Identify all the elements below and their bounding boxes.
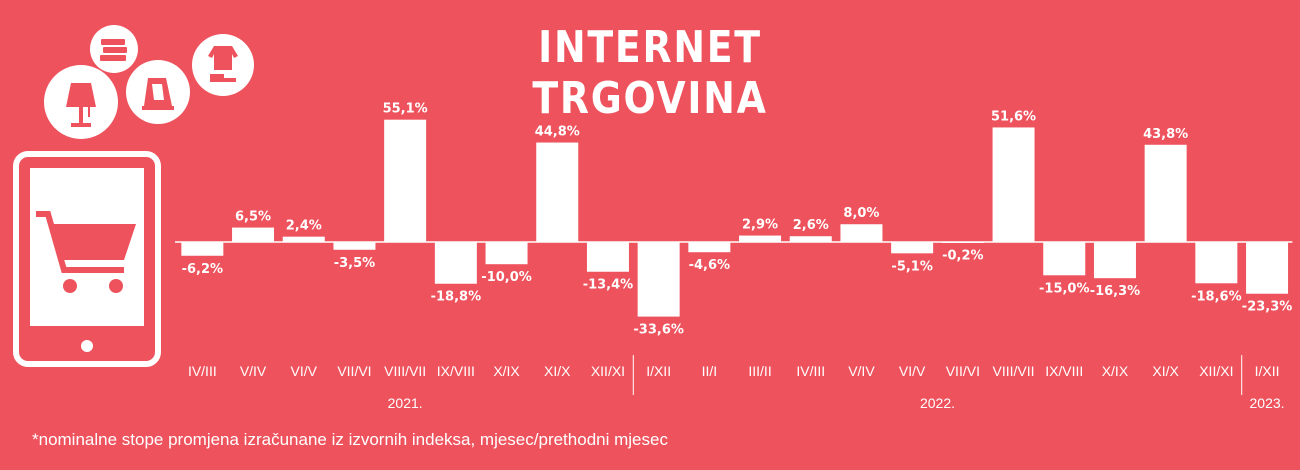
data-label: -13,4% <box>583 278 634 293</box>
x-tick-label: I/XII <box>646 363 671 379</box>
bar <box>840 224 883 242</box>
year-label: 2022. <box>920 395 955 411</box>
data-label: 8,0% <box>843 206 879 221</box>
bar <box>941 242 984 243</box>
bar <box>181 242 224 256</box>
data-label: -5,1% <box>891 259 932 274</box>
bar <box>637 242 680 317</box>
bar <box>789 236 832 242</box>
bar <box>1246 242 1289 294</box>
data-label: 51,6% <box>991 109 1036 124</box>
data-label: -3,5% <box>334 256 375 271</box>
bar <box>536 142 579 242</box>
bar <box>384 119 427 242</box>
x-tick-label: XII/XI <box>591 363 625 379</box>
data-label: -4,6% <box>689 258 730 273</box>
bar <box>485 242 528 265</box>
x-tick-label: V/IV <box>848 363 875 379</box>
footnote: *nominalne stope promjena izračunane iz … <box>32 430 668 449</box>
lamp-icon <box>44 65 118 139</box>
data-label: 44,8% <box>535 125 580 140</box>
x-tick-label: X/IX <box>1102 363 1129 379</box>
data-label: -15,0% <box>1039 281 1090 296</box>
data-label: 6,5% <box>235 210 271 225</box>
data-label: 55,1% <box>383 102 428 117</box>
bar <box>891 242 934 254</box>
bar <box>1043 242 1086 276</box>
clothes-icon <box>192 34 254 96</box>
bar <box>333 242 376 250</box>
data-label: -0,2% <box>942 248 983 263</box>
x-tick-label: I/XII <box>1255 363 1280 379</box>
bar <box>1144 144 1187 242</box>
books-icon <box>90 25 138 73</box>
tablet-icon <box>13 151 161 367</box>
x-tick-label: VII/VI <box>946 363 980 379</box>
bar <box>1195 242 1238 284</box>
x-tick-label: XII/XI <box>1199 363 1233 379</box>
year-label: 2021. <box>388 395 423 411</box>
data-label: 2,4% <box>286 219 322 234</box>
x-tick-label: II/I <box>702 363 718 379</box>
x-tick-label: XI/X <box>544 363 571 379</box>
bar <box>739 235 782 242</box>
iron-icon <box>126 60 190 124</box>
bar <box>434 242 477 284</box>
x-tick-label: V/IV <box>240 363 267 379</box>
data-label: -23,3% <box>1242 300 1293 315</box>
bar <box>282 236 325 242</box>
x-tick-label: VIII/VII <box>993 363 1035 379</box>
data-label: -18,8% <box>431 290 482 305</box>
data-label: -16,3% <box>1090 284 1141 299</box>
x-tick-label: VI/V <box>899 363 926 379</box>
data-label: 2,9% <box>742 218 778 233</box>
x-tick-label: IX/VIII <box>1045 363 1083 379</box>
shopping-cart-icon <box>36 211 136 293</box>
bar <box>688 242 731 253</box>
bar <box>992 127 1035 242</box>
x-tick-label: III/II <box>748 363 771 379</box>
year-label: 2023. <box>1250 395 1285 411</box>
x-tick-label: VI/V <box>291 363 318 379</box>
bar <box>232 227 275 242</box>
data-label: -10,0% <box>481 270 532 285</box>
x-tick-label: XI/X <box>1152 363 1179 379</box>
data-label: 2,6% <box>793 218 829 233</box>
data-label: -33,6% <box>633 323 684 338</box>
bar <box>586 242 629 272</box>
chart-title: INTERNET TRGOVINA <box>532 22 768 124</box>
x-tick-label: IV/III <box>796 363 825 379</box>
data-label: -6,2% <box>182 262 223 277</box>
bar <box>1093 242 1136 279</box>
x-tick-label: IX/VIII <box>437 363 475 379</box>
x-tick-label: VII/VI <box>337 363 371 379</box>
x-tick-label: X/IX <box>493 363 520 379</box>
data-label: 43,8% <box>1143 127 1188 142</box>
x-tick-label: VIII/VII <box>384 363 426 379</box>
data-label: -18,6% <box>1191 289 1242 304</box>
x-tick-label: IV/III <box>188 363 217 379</box>
